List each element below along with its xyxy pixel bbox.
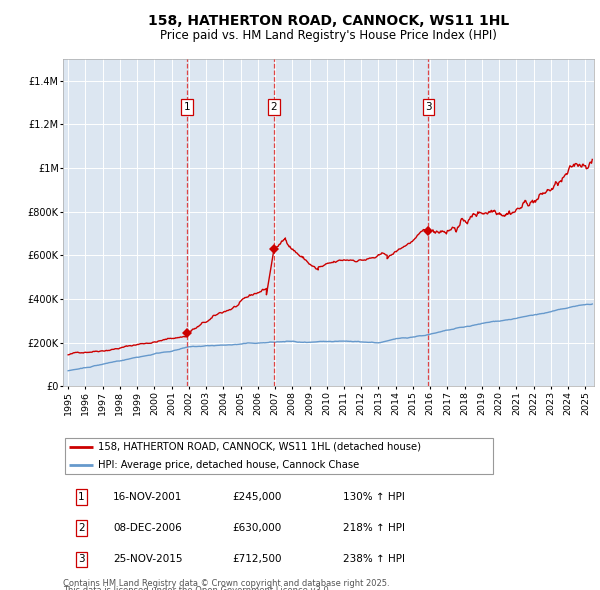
Text: 158, HATHERTON ROAD, CANNOCK, WS11 1HL (detached house): 158, HATHERTON ROAD, CANNOCK, WS11 1HL (…: [98, 442, 421, 452]
Text: 16-NOV-2001: 16-NOV-2001: [113, 492, 182, 502]
Text: 2: 2: [271, 102, 277, 112]
Text: 2: 2: [78, 523, 85, 533]
Text: This data is licensed under the Open Government Licence v3.0.: This data is licensed under the Open Gov…: [63, 586, 331, 590]
Text: £712,500: £712,500: [232, 554, 281, 564]
Text: Contains HM Land Registry data © Crown copyright and database right 2025.: Contains HM Land Registry data © Crown c…: [63, 579, 389, 588]
Text: 08-DEC-2006: 08-DEC-2006: [113, 523, 182, 533]
Text: HPI: Average price, detached house, Cannock Chase: HPI: Average price, detached house, Cann…: [98, 460, 359, 470]
Text: 25-NOV-2015: 25-NOV-2015: [113, 554, 182, 564]
Text: 158, HATHERTON ROAD, CANNOCK, WS11 1HL: 158, HATHERTON ROAD, CANNOCK, WS11 1HL: [148, 14, 509, 28]
Text: 1: 1: [78, 492, 85, 502]
FancyBboxPatch shape: [65, 438, 493, 474]
Text: 238% ↑ HPI: 238% ↑ HPI: [343, 554, 405, 564]
Text: 3: 3: [78, 554, 85, 564]
Text: Price paid vs. HM Land Registry's House Price Index (HPI): Price paid vs. HM Land Registry's House …: [160, 29, 497, 42]
Text: 130% ↑ HPI: 130% ↑ HPI: [343, 492, 405, 502]
Text: 3: 3: [425, 102, 432, 112]
Text: 1: 1: [184, 102, 190, 112]
Text: £630,000: £630,000: [232, 523, 281, 533]
Text: £245,000: £245,000: [232, 492, 281, 502]
Text: 218% ↑ HPI: 218% ↑ HPI: [343, 523, 405, 533]
